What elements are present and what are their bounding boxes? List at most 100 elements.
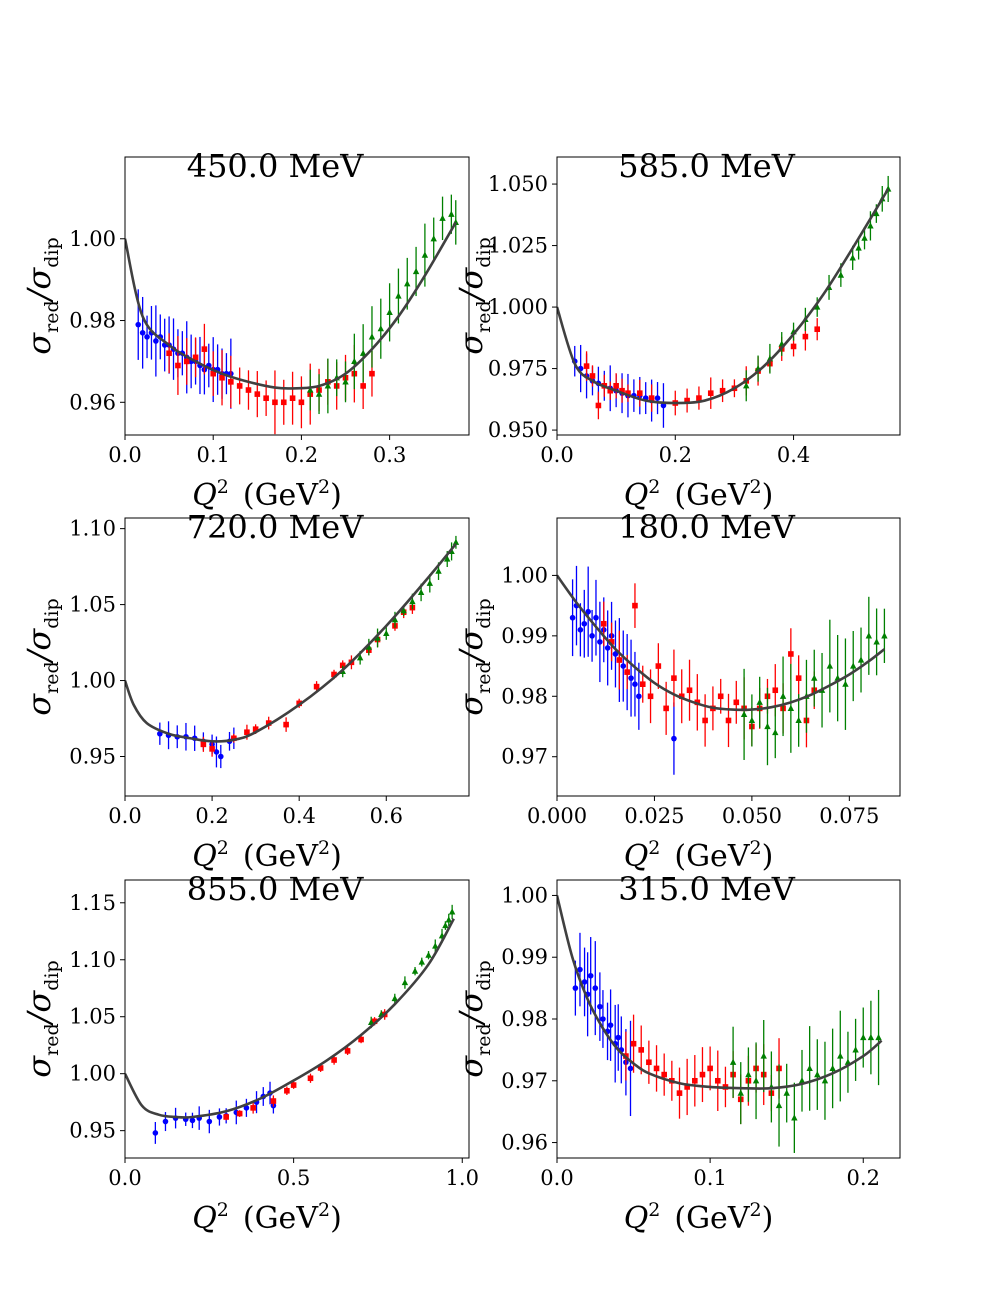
data-point-square: [625, 390, 631, 396]
data-point-circle: [139, 329, 146, 336]
data-point-triangle: [806, 1064, 813, 1072]
fit-curve: [125, 221, 457, 390]
y-tick-label: 1.05: [69, 1005, 116, 1029]
data-point-circle: [654, 395, 661, 401]
data-point-triangle: [404, 280, 411, 287]
data-point-triangle: [430, 235, 437, 242]
data-point-triangle: [444, 555, 451, 562]
y-tick-label: 1.10: [69, 517, 116, 541]
data-series-blue: [157, 721, 237, 769]
data-point-circle: [577, 627, 584, 633]
data-point-triangle: [417, 588, 425, 596]
data-point-square: [647, 693, 654, 700]
data-point-square: [280, 399, 287, 406]
data-point-square: [648, 395, 655, 401]
data-point-triangle: [837, 271, 845, 278]
data-point-triangle: [383, 629, 390, 637]
x-tick-label: 0.025: [624, 804, 684, 828]
data-point-triangle: [448, 210, 455, 217]
data-point-circle: [162, 1118, 169, 1125]
data-point-square: [317, 1065, 324, 1071]
data-point-triangle: [729, 1058, 737, 1065]
data-point-circle: [597, 1003, 603, 1010]
data-point-triangle: [764, 722, 771, 730]
data-point-triangle: [867, 222, 874, 229]
y-tick-label: 0.98: [69, 309, 116, 333]
data-point-triangle: [826, 662, 834, 669]
data-point-square: [284, 1087, 290, 1094]
data-point-circle: [620, 663, 627, 669]
data-point-square: [772, 687, 779, 694]
data-point-triangle: [829, 1064, 836, 1072]
y-tick-label: 1.10: [69, 948, 116, 972]
x-tick-label: 0.3: [373, 443, 406, 467]
x-tick-label: 0.0: [540, 443, 573, 467]
data-point-triangle: [814, 1071, 821, 1078]
data-point-square: [653, 1065, 660, 1072]
data-point-square: [209, 746, 215, 752]
data-point-triangle: [740, 710, 748, 718]
data-series-green: [740, 596, 888, 766]
y-tick-label: 0.96: [501, 1131, 548, 1155]
data-point-square: [607, 387, 614, 394]
x-tick-label: 0.1: [693, 1166, 726, 1190]
y-tick-label: 1.00: [69, 669, 116, 693]
data-point-circle: [592, 985, 599, 991]
fit-curve: [557, 188, 890, 405]
data-point-square: [265, 720, 272, 726]
data-point-triangle: [421, 251, 429, 258]
data-point-triangle: [752, 1077, 760, 1084]
data-point-square: [272, 399, 278, 406]
data-point-circle: [189, 1117, 196, 1124]
data-point-triangle: [798, 1077, 806, 1084]
data-point-triangle: [435, 567, 442, 574]
chart-panel-1: 0.0 0.1 0.2 0.3 0.96 0.98 1.00 450.0 MeV Q2 (GeV2…: [20, 147, 470, 513]
data-point-circle: [569, 614, 576, 621]
data-series-blue: [135, 289, 234, 409]
data-point-triangle: [857, 656, 865, 663]
data-point-triangle: [359, 349, 367, 356]
fit-curve: [557, 895, 883, 1090]
data-point-square: [707, 390, 714, 396]
x-tick-label: 0.000: [527, 804, 587, 828]
data-point-triangle: [756, 698, 763, 705]
data-point-triangle: [448, 908, 456, 915]
y-tick-label: 1.15: [69, 891, 116, 915]
data-point-triangle: [867, 1033, 875, 1041]
x-axis-label: Q2 (GeV2): [624, 476, 774, 513]
data-point-square: [263, 395, 269, 402]
data-point-square: [663, 705, 669, 712]
x-tick-label: 0.4: [777, 443, 810, 467]
data-point-square: [595, 402, 602, 409]
data-point-square: [661, 1071, 667, 1078]
data-point-square: [613, 382, 619, 389]
data-point-square: [344, 1048, 351, 1054]
data-point-square: [236, 383, 243, 389]
x-tick-label: 0.075: [819, 804, 879, 828]
data-point-triangle: [445, 916, 452, 923]
chart-panel-2: 0.0 0.2 0.4 0.950 0.975 1.000 1.025 1.050 585.0 …: [452, 147, 901, 513]
data-point-square: [639, 681, 646, 687]
data-point-circle: [213, 749, 220, 755]
data-point-circle: [587, 972, 594, 979]
data-point-square: [358, 1036, 364, 1043]
data-point-square: [790, 343, 797, 350]
panel-title: 720.0 MeV: [187, 508, 364, 546]
plot-area: [125, 904, 456, 1144]
data-point-triangle: [760, 1052, 767, 1059]
data-point-square: [583, 363, 590, 369]
data-point-triangle: [401, 978, 409, 986]
plot-frame: [124, 156, 470, 436]
data-point-triangle: [409, 597, 416, 605]
x-axis-label: Q2 (GeV2): [624, 837, 774, 874]
data-point-square: [788, 651, 794, 657]
plot-area: [557, 175, 892, 428]
data-point-triangle: [386, 308, 393, 315]
data-point-circle: [589, 633, 595, 639]
data-point-triangle: [842, 680, 849, 687]
data-point-triangle: [400, 607, 407, 614]
x-tick-label: 0.1: [197, 443, 230, 467]
data-point-square: [696, 395, 702, 401]
data-point-triangle: [391, 616, 399, 623]
